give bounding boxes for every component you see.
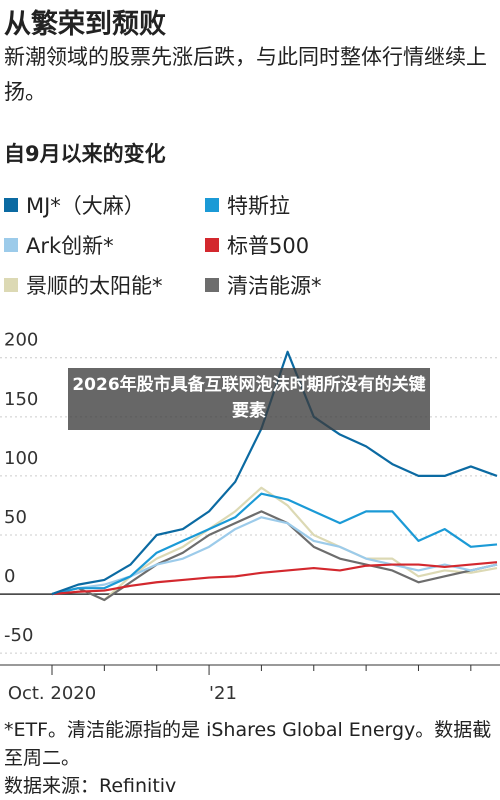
legend-item: MJ*（大麻） — [4, 190, 145, 220]
source: 数据来源：Refinitiv — [4, 775, 177, 797]
legend-swatch — [4, 278, 18, 292]
legend-item: Ark创新* — [4, 230, 114, 260]
overlay-banner: 2026年股市具备互联网泡沫时期所没有的关键要素 — [68, 368, 430, 430]
line-series — [51, 486, 498, 602]
legend-swatch — [4, 238, 18, 252]
legend-swatch — [205, 238, 219, 252]
legend-item: 标普500 — [205, 230, 309, 260]
legend-item: 景顺的太阳能* — [4, 270, 163, 300]
section-title: 自9月以来的变化 — [4, 142, 166, 166]
footer: *ETF。清洁能源指的是 iShares Global Energy。数据截至周… — [4, 716, 500, 800]
title: 从繁荣到颓败 — [4, 9, 166, 40]
y-tick-label: -50 — [4, 625, 33, 646]
legend-item: 特斯拉 — [205, 190, 290, 220]
legend-swatch — [4, 198, 18, 212]
line-series — [51, 561, 498, 596]
legend-swatch — [205, 198, 219, 212]
y-tick-label: 150 — [4, 389, 38, 410]
y-tick-label: 200 — [4, 330, 38, 351]
x-tick-label: '21 — [209, 683, 237, 704]
legend-label: 标普500 — [227, 234, 310, 258]
legend-swatch — [205, 278, 219, 292]
legend-label: 清洁能源* — [227, 274, 322, 298]
legend-label: Ark创新* — [26, 234, 114, 258]
subtitle: 新潮领域的股票先涨后跌，与此同时整体行情继续上扬。 — [4, 45, 487, 104]
line-series — [51, 510, 498, 602]
x-tick-label: Oct. 2020 — [8, 683, 96, 704]
y-tick-label: 0 — [4, 566, 15, 587]
legend-item: 清洁能源* — [205, 270, 322, 300]
legend-label: 特斯拉 — [227, 194, 290, 218]
footnote: *ETF。清洁能源指的是 iShares Global Energy。数据截至周… — [4, 719, 492, 769]
y-tick-label: 100 — [4, 448, 38, 469]
line-series — [51, 492, 498, 596]
y-tick-label: 50 — [4, 507, 27, 528]
legend-label: 景顺的太阳能* — [26, 274, 163, 298]
legend-label: MJ*（大麻） — [26, 194, 145, 218]
